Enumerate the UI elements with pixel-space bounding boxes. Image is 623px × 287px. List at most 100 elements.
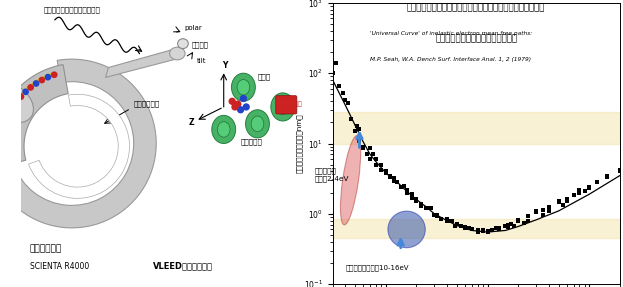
Point: [574, 187, 584, 192]
Point: [520, 220, 530, 225]
Point: [335, 84, 345, 89]
Circle shape: [240, 95, 247, 102]
Point: [562, 199, 572, 204]
Point: [365, 146, 375, 151]
Point: [376, 162, 386, 167]
Point: [531, 210, 541, 215]
Point: [365, 157, 375, 161]
Ellipse shape: [277, 99, 289, 115]
Wedge shape: [29, 94, 130, 198]
Text: サンプル: サンプル: [191, 41, 208, 48]
Point: [467, 227, 477, 232]
Ellipse shape: [271, 93, 295, 121]
Point: [538, 207, 548, 212]
Point: [385, 175, 395, 180]
Point: [602, 175, 612, 180]
Point: [574, 190, 584, 195]
Ellipse shape: [245, 110, 269, 138]
Ellipse shape: [237, 79, 250, 95]
Ellipse shape: [0, 79, 34, 123]
Point: [508, 223, 518, 228]
Circle shape: [237, 106, 244, 113]
Point: [338, 91, 348, 96]
Point: [554, 200, 564, 205]
Text: VLEEDスピン検出器: VLEEDスピン検出器: [153, 262, 214, 271]
Text: polar: polar: [184, 25, 202, 31]
Point: [538, 213, 548, 218]
Point: [328, 71, 338, 75]
Ellipse shape: [169, 47, 185, 60]
Wedge shape: [0, 59, 156, 228]
Point: [503, 225, 513, 229]
Point: [416, 203, 426, 208]
Point: [371, 162, 381, 167]
Text: M.P. Seah, W.A. Dench Surf. Interface Anal. 1, 2 (1979): M.P. Seah, W.A. Dench Surf. Interface An…: [370, 57, 531, 62]
Point: [340, 97, 350, 102]
Point: [584, 186, 594, 191]
Circle shape: [22, 88, 29, 95]
Point: [421, 206, 431, 211]
Point: [411, 199, 421, 204]
Point: [513, 218, 523, 223]
Point: [460, 225, 470, 229]
Point: [411, 197, 421, 202]
Ellipse shape: [251, 116, 264, 131]
Point: [456, 223, 466, 228]
Circle shape: [17, 93, 24, 100]
Point: [584, 185, 594, 189]
Point: [602, 173, 612, 178]
Point: [503, 222, 513, 227]
Point: [407, 192, 417, 197]
Circle shape: [242, 103, 250, 110]
Circle shape: [234, 100, 242, 108]
Point: [436, 216, 446, 221]
Text: tilt: tilt: [197, 58, 206, 64]
Point: [579, 189, 589, 193]
Circle shape: [1, 162, 8, 169]
Text: コイル: コイル: [257, 74, 270, 80]
Circle shape: [231, 103, 239, 110]
Point: [346, 117, 356, 122]
Point: [354, 138, 364, 143]
Point: [423, 206, 433, 211]
Point: [343, 100, 353, 105]
Point: [432, 214, 442, 219]
Ellipse shape: [341, 136, 361, 225]
Circle shape: [0, 129, 7, 136]
PathPatch shape: [105, 48, 179, 77]
Point: [464, 226, 473, 231]
Circle shape: [9, 104, 16, 111]
Point: [402, 190, 412, 195]
Point: [544, 205, 554, 209]
Y-axis label: 平均自由行程の距離（nm）: 平均自由行程の距離（nm）: [296, 114, 302, 173]
Point: [396, 185, 406, 189]
Ellipse shape: [217, 122, 230, 137]
Point: [460, 226, 470, 230]
Point: [615, 168, 623, 172]
Point: [562, 196, 572, 201]
Circle shape: [51, 71, 57, 78]
Bar: [333, 219, 620, 238]
Circle shape: [0, 149, 6, 156]
Point: [416, 201, 426, 206]
Circle shape: [33, 80, 39, 87]
PathPatch shape: [0, 65, 68, 168]
Point: [389, 176, 399, 181]
Point: [389, 179, 399, 184]
Circle shape: [229, 98, 236, 105]
Point: [478, 228, 488, 233]
Point: [392, 180, 402, 185]
Point: [354, 127, 364, 131]
Text: 運動エネルギー：10-16eV: 運動エネルギー：10-16eV: [345, 265, 409, 271]
Circle shape: [4, 116, 11, 123]
Circle shape: [45, 74, 51, 80]
Text: SCIENTA R4000: SCIENTA R4000: [30, 262, 89, 271]
Circle shape: [0, 156, 7, 163]
Point: [385, 173, 395, 178]
Point: [444, 218, 454, 223]
Point: [432, 213, 442, 218]
Text: 電子検出器: 電子検出器: [284, 101, 303, 106]
Point: [483, 229, 493, 233]
Point: [331, 61, 341, 65]
Point: [473, 230, 483, 234]
